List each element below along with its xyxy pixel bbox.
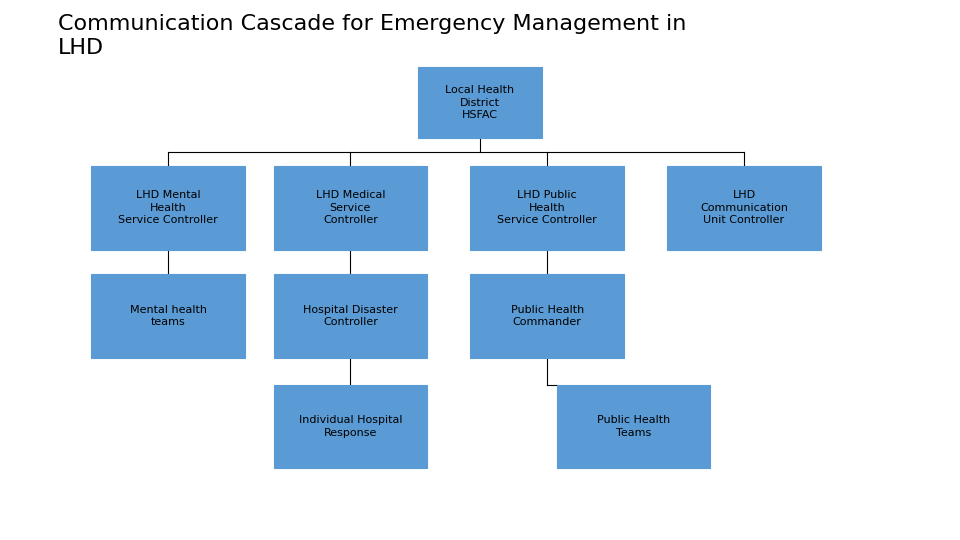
Text: Public Health
Commander: Public Health Commander xyxy=(511,305,584,327)
FancyBboxPatch shape xyxy=(470,274,624,358)
Text: Public Health
Teams: Public Health Teams xyxy=(597,415,670,438)
FancyBboxPatch shape xyxy=(557,384,710,468)
FancyBboxPatch shape xyxy=(274,166,427,249)
FancyBboxPatch shape xyxy=(274,384,427,468)
Text: Communication Cascade for Emergency Management in
LHD: Communication Cascade for Emergency Mana… xyxy=(58,14,686,58)
Text: LHD Public
Health
Service Controller: LHD Public Health Service Controller xyxy=(497,191,597,225)
Text: Hospital Disaster
Controller: Hospital Disaster Controller xyxy=(303,305,397,327)
FancyBboxPatch shape xyxy=(91,166,245,249)
Text: Individual Hospital
Response: Individual Hospital Response xyxy=(299,415,402,438)
FancyBboxPatch shape xyxy=(418,68,542,138)
FancyBboxPatch shape xyxy=(274,274,427,358)
Text: Local Health
District
HSFAC: Local Health District HSFAC xyxy=(445,85,515,120)
Text: LHD Medical
Service
Controller: LHD Medical Service Controller xyxy=(316,191,385,225)
FancyBboxPatch shape xyxy=(667,166,821,249)
Text: Mental health
teams: Mental health teams xyxy=(130,305,206,327)
Text: LHD Mental
Health
Service Controller: LHD Mental Health Service Controller xyxy=(118,191,218,225)
FancyBboxPatch shape xyxy=(91,274,245,358)
FancyBboxPatch shape xyxy=(470,166,624,249)
Text: LHD
Communication
Unit Controller: LHD Communication Unit Controller xyxy=(700,191,788,225)
